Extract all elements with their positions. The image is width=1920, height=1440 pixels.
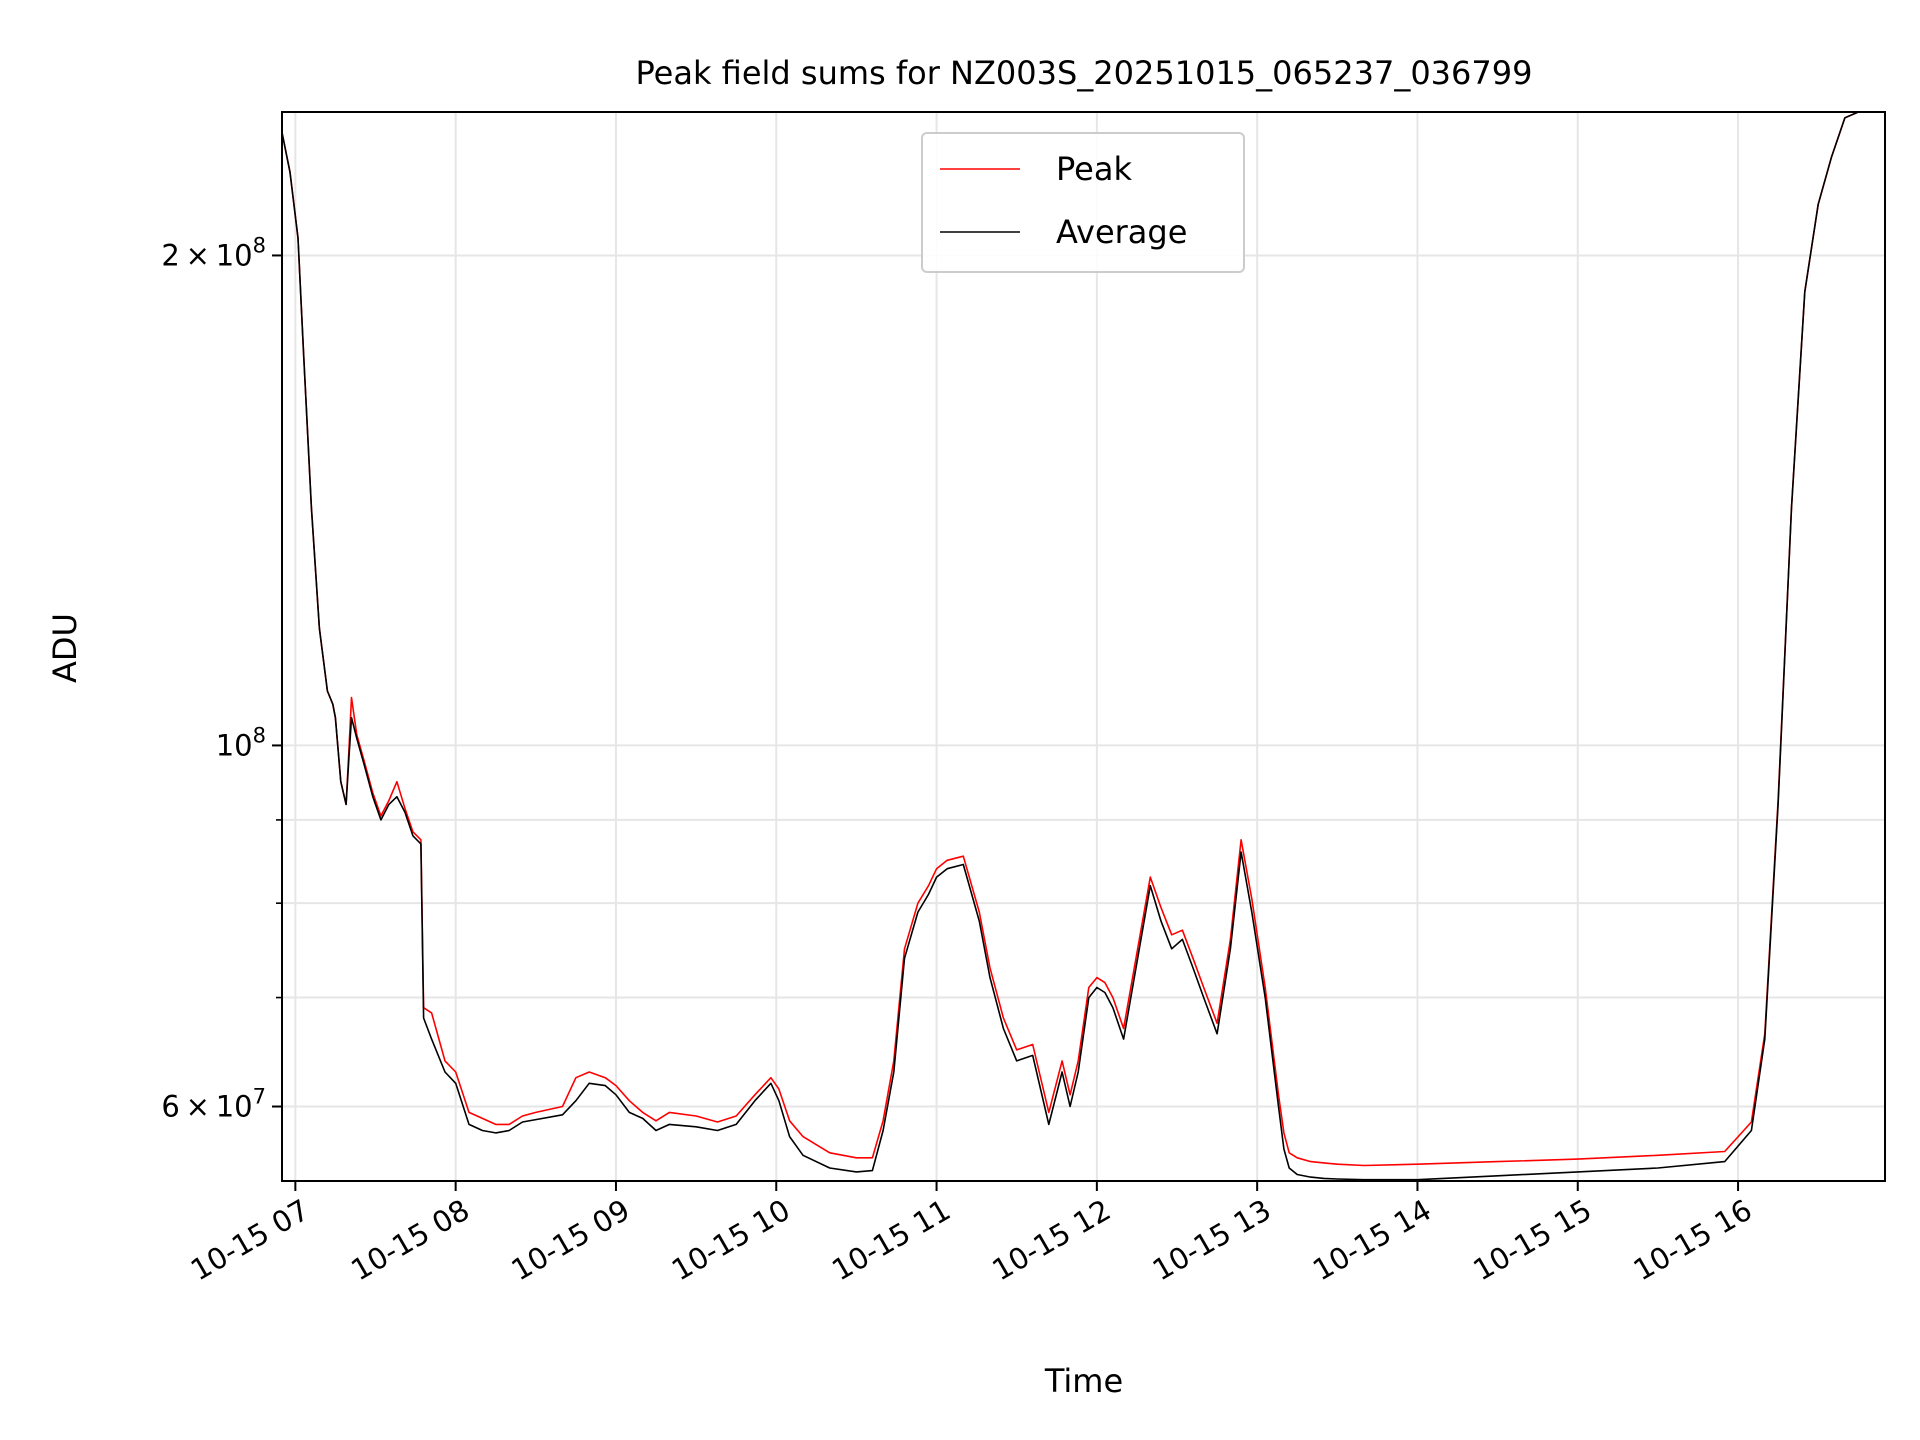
y-axis-label: ADU bbox=[46, 613, 84, 683]
plot-frame bbox=[281, 111, 1886, 1182]
y-tick-label-base: 2 × 10 bbox=[161, 238, 252, 272]
series-line-average bbox=[282, 112, 1885, 1181]
chart-title: Peak field sums for NZ003S_20251015_0652… bbox=[636, 54, 1533, 92]
series-line-peak bbox=[282, 112, 1885, 1167]
legend-label-average: Average bbox=[1056, 213, 1187, 251]
legend: Peak Average bbox=[921, 132, 1245, 273]
series-lines bbox=[282, 112, 1885, 1181]
legend-label-peak: Peak bbox=[1056, 150, 1132, 188]
y-tick-label-exponent: 8 bbox=[253, 233, 266, 257]
y-tick-label-exponent: 7 bbox=[253, 1085, 266, 1109]
y-tick-label-exponent: 8 bbox=[253, 723, 266, 747]
y-tick-label: 6 × 107 bbox=[161, 1085, 266, 1124]
legend-box bbox=[921, 132, 1245, 273]
y-tick-label: 108 bbox=[216, 723, 266, 762]
y-tick-label: 2 × 108 bbox=[161, 233, 266, 272]
y-tick-label-base: 10 bbox=[216, 728, 253, 762]
grid bbox=[282, 112, 1885, 1181]
x-axis-label: Time bbox=[1044, 1362, 1123, 1400]
y-tick-label-base: 6 × 10 bbox=[161, 1090, 252, 1124]
